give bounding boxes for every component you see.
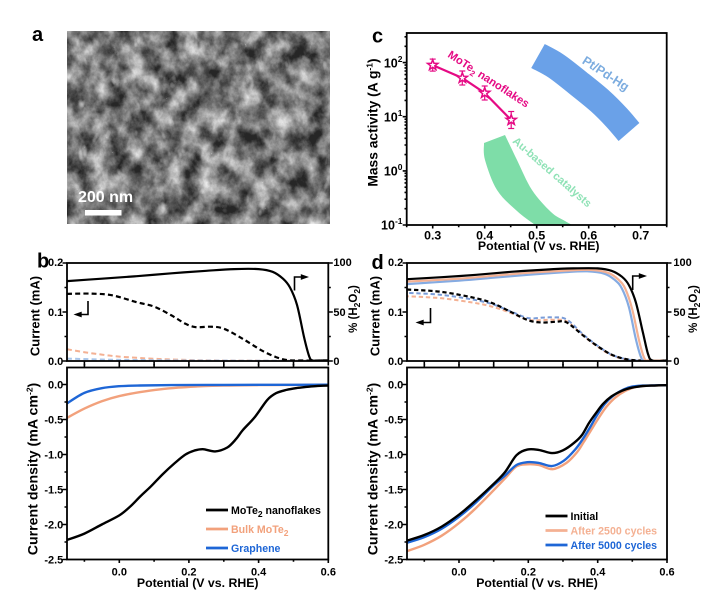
svg-text:Current density (mA cm-2): Current density (mA cm-2) — [365, 382, 382, 555]
svg-text:MoTe2 nanoflakes: MoTe2 nanoflakes — [444, 49, 531, 112]
svg-text:-2.5: -2.5 — [384, 555, 403, 567]
svg-text:Initial: Initial — [571, 511, 599, 523]
svg-text:0.0: 0.0 — [388, 356, 403, 368]
svg-text:0: 0 — [673, 356, 679, 368]
svg-text:0.2: 0.2 — [181, 567, 196, 579]
svg-text:0.0: 0.0 — [48, 356, 63, 368]
svg-text:0.4: 0.4 — [590, 567, 606, 579]
svg-text:Current (mA): Current (mA) — [28, 276, 43, 356]
svg-text:-1.0: -1.0 — [384, 450, 403, 462]
svg-text:Current density (mA cm-2): Current density (mA cm-2) — [25, 382, 42, 555]
svg-text:0.5: 0.5 — [528, 229, 545, 243]
svg-text:50: 50 — [673, 307, 685, 319]
svg-text:0.2: 0.2 — [48, 257, 63, 269]
svg-text:200 nm: 200 nm — [78, 189, 133, 206]
svg-text:Graphene: Graphene — [231, 543, 281, 555]
svg-text:0.1: 0.1 — [388, 307, 403, 319]
svg-text:b: b — [37, 251, 49, 273]
svg-text:100: 100 — [333, 257, 351, 269]
svg-text:0.2: 0.2 — [388, 257, 403, 269]
svg-text:50: 50 — [333, 307, 345, 319]
svg-text:Potential (V vs. RHE): Potential (V vs. RHE) — [478, 239, 600, 253]
svg-text:10-1: 10-1 — [381, 216, 403, 233]
svg-text:Current (mA): Current (mA) — [368, 276, 383, 356]
svg-text:101: 101 — [384, 108, 403, 125]
svg-text:0.3: 0.3 — [424, 229, 441, 243]
svg-text:0.1: 0.1 — [48, 307, 63, 319]
svg-text:Potential (V vs. RHE): Potential (V vs. RHE) — [137, 576, 259, 590]
svg-text:0.6: 0.6 — [321, 567, 336, 579]
svg-text:-1.0: -1.0 — [44, 450, 63, 462]
svg-text:-2.0: -2.0 — [44, 520, 63, 532]
svg-text:0.7: 0.7 — [632, 229, 649, 243]
svg-text:0.0: 0.0 — [48, 380, 63, 392]
svg-text:After 2500 cycles: After 2500 cycles — [571, 526, 658, 538]
svg-text:-1.5: -1.5 — [384, 485, 403, 497]
svg-text:0.4: 0.4 — [251, 567, 267, 579]
svg-text:100: 100 — [384, 162, 403, 179]
svg-text:0.4: 0.4 — [476, 229, 493, 243]
svg-text:0.2: 0.2 — [521, 567, 536, 579]
svg-text:c: c — [372, 26, 383, 48]
svg-text:d: d — [372, 252, 384, 274]
svg-text:0.6: 0.6 — [659, 567, 674, 579]
svg-text:102: 102 — [384, 54, 403, 71]
svg-text:-1.5: -1.5 — [44, 485, 63, 497]
svg-text:% (H2O2): % (H2O2) — [348, 285, 362, 333]
svg-text:0.0: 0.0 — [112, 567, 127, 579]
svg-text:Potential (V vs. RHE): Potential (V vs. RHE) — [476, 576, 598, 590]
svg-text:Bulk MoTe2: Bulk MoTe2 — [231, 524, 289, 538]
svg-text:-2.5: -2.5 — [44, 555, 63, 567]
svg-text:0.0: 0.0 — [451, 567, 466, 579]
svg-text:-0.5: -0.5 — [44, 415, 63, 427]
svg-text:-0.5: -0.5 — [384, 415, 403, 427]
svg-text:0.6: 0.6 — [580, 229, 597, 243]
svg-text:0.0: 0.0 — [388, 380, 403, 392]
svg-text:a: a — [32, 24, 44, 46]
svg-text:100: 100 — [673, 257, 691, 269]
svg-text:0: 0 — [333, 356, 339, 368]
svg-text:MoTe2 nanoflakes: MoTe2 nanoflakes — [231, 505, 321, 519]
svg-text:After 5000 cycles: After 5000 cycles — [571, 540, 658, 552]
svg-text:-2.0: -2.0 — [384, 520, 403, 532]
svg-text:Mass activity (A g-1): Mass activity (A g-1) — [365, 58, 381, 186]
svg-text:% (H2O2): % (H2O2) — [688, 285, 702, 333]
